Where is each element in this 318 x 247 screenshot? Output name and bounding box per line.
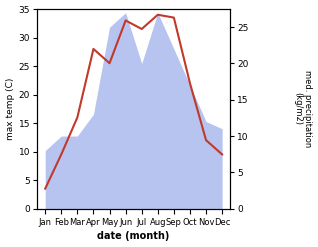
X-axis label: date (month): date (month) <box>98 231 170 242</box>
Y-axis label: med. precipitation
(kg/m2): med. precipitation (kg/m2) <box>293 70 313 147</box>
Y-axis label: max temp (C): max temp (C) <box>5 78 15 140</box>
